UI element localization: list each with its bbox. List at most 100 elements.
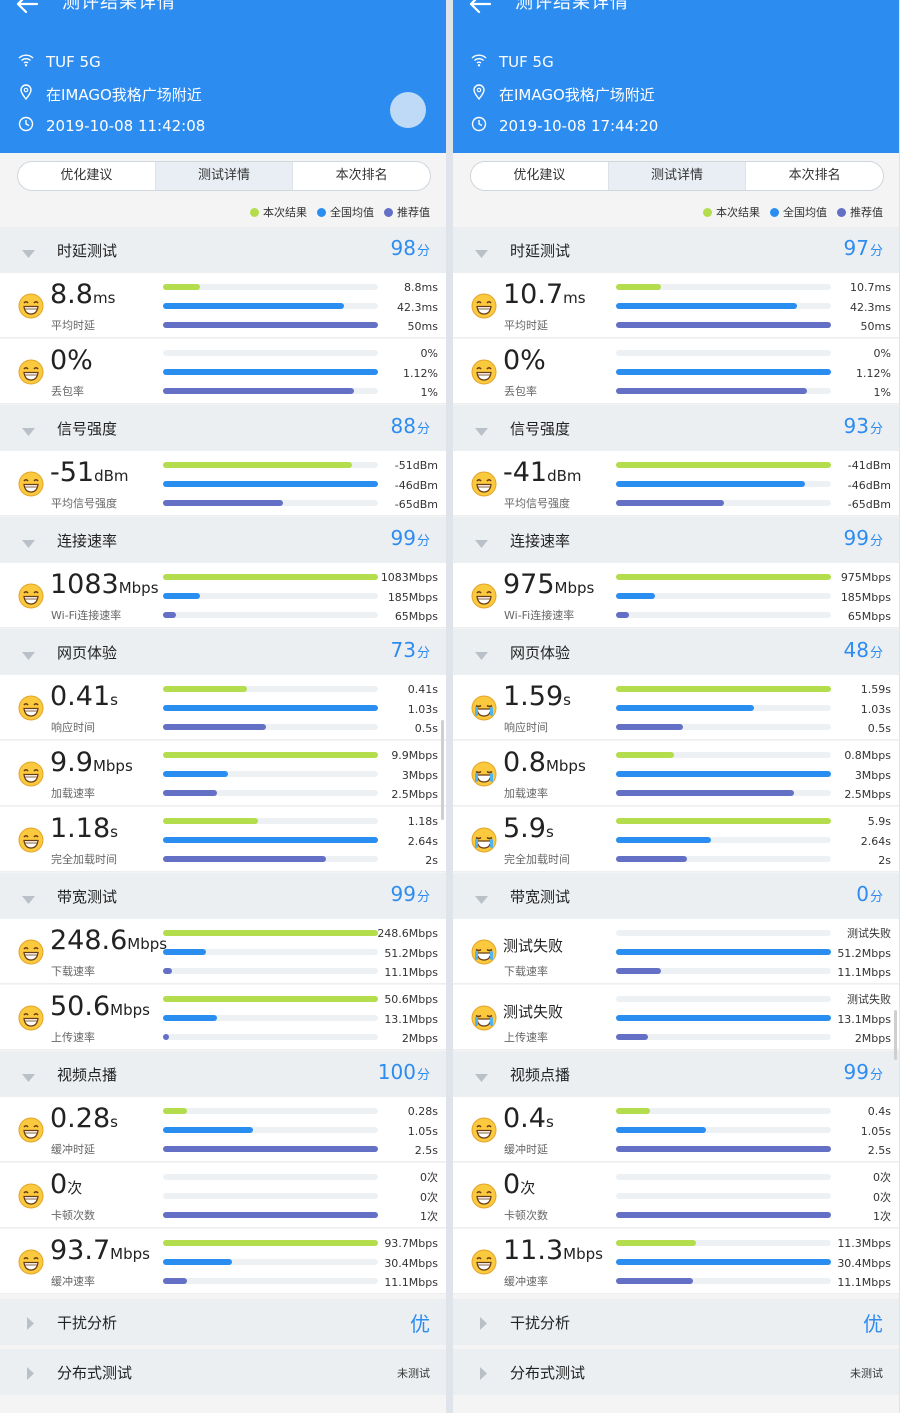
- score-value: 48: [843, 638, 869, 662]
- wifi-name-row: TUF 5G: [18, 50, 101, 74]
- bar-national: [163, 303, 344, 309]
- metric-values: 测试失败 13.1Mbps 2Mbps: [837, 990, 891, 1049]
- metric-values: 9.9Mbps 3Mbps 2.5Mbps: [391, 746, 438, 805]
- section-header[interactable]: 连接速率 99分: [0, 517, 446, 563]
- section-header[interactable]: 干扰分析 优: [0, 1299, 446, 1345]
- bar-current: [616, 1240, 696, 1246]
- chevron-down-icon: [475, 422, 488, 436]
- legend-current-label: 本次结果: [263, 206, 307, 219]
- bar-track: [616, 856, 831, 862]
- value-recommended: 0.5s: [867, 722, 891, 735]
- bar-track: [163, 1259, 378, 1265]
- metric-value: 0.41s: [50, 681, 118, 712]
- floating-assist-ball[interactable]: [390, 92, 426, 128]
- header: 测评结果详情 TUF 5G 在IMAGO我格广场附近 2019-10-08 17:44…: [453, 0, 899, 153]
- metric-label: 平均信号强度: [504, 497, 570, 510]
- metric-bars: [616, 1163, 831, 1227]
- tab-ranking[interactable]: 本次排名: [788, 168, 841, 183]
- legend-current-dot: [703, 207, 712, 217]
- section-header[interactable]: 网页体验 73分: [0, 629, 446, 675]
- legend-national-label: 全国均值: [783, 206, 827, 219]
- metric-label: 响应时间: [51, 721, 95, 734]
- bar-track: [163, 724, 378, 730]
- metric-values: -51dBm -46dBm -65dBm: [395, 456, 438, 515]
- bar-recommended: [163, 612, 176, 618]
- bar-recommended: [616, 612, 629, 618]
- section-header[interactable]: 网页体验 48分: [453, 629, 899, 675]
- legend-national: 全国均值: [770, 204, 827, 220]
- section-header[interactable]: 视频点播 100分: [0, 1051, 446, 1097]
- tab-ranking[interactable]: 本次排名: [335, 168, 388, 183]
- metric-label: 卡顿次数: [51, 1209, 95, 1222]
- section-header[interactable]: 信号强度 88分: [0, 405, 446, 451]
- score-value: 优: [863, 1312, 883, 1336]
- value-current: 0.41s: [407, 683, 438, 696]
- section-name: 连接速率: [510, 532, 571, 550]
- title-bar: 测评结果详情: [453, 0, 899, 26]
- score-unit: 分: [869, 422, 883, 437]
- metric-label: 缓冲时延: [51, 1143, 95, 1156]
- section-header[interactable]: 分布式测试 未测试: [453, 1349, 899, 1395]
- score-value: 优: [410, 1312, 430, 1336]
- tab-suggestions[interactable]: 优化建议: [471, 162, 609, 190]
- bar-recommended: [616, 1212, 831, 1218]
- section-score: 未测试: [850, 1365, 883, 1381]
- bar-current: [616, 284, 662, 290]
- bar-track: [616, 996, 831, 1002]
- section-header[interactable]: 信号强度 93分: [453, 405, 899, 451]
- metric-row: 5.9s 完全加载时间 5.9s 2.64s 2s: [453, 807, 899, 872]
- metric-value: 8.8ms: [50, 279, 115, 310]
- value-current: 0.4s: [867, 1105, 891, 1118]
- metric-label: 响应时间: [504, 721, 548, 734]
- value-national: 51.2Mbps: [837, 946, 891, 960]
- bar-current: [163, 284, 200, 290]
- value-recommended: 1次: [420, 1210, 438, 1223]
- value-national: 1.12%: [403, 366, 438, 380]
- wifi-icon: [471, 52, 499, 72]
- arrow-left-icon[interactable]: [467, 0, 493, 16]
- section-header[interactable]: 带宽测试 0分: [453, 873, 899, 919]
- value-national: 2.64s: [407, 834, 438, 848]
- section-header[interactable]: 时延测试 98分: [0, 227, 446, 273]
- section-header[interactable]: 视频点播 99分: [453, 1051, 899, 1097]
- value-national: -46dBm: [394, 478, 438, 492]
- legend-recommended: 推荐值: [837, 204, 883, 220]
- value-recommended: 1%: [873, 386, 891, 399]
- section-header[interactable]: 干扰分析 优: [453, 1299, 899, 1345]
- value-current: 11.3Mbps: [837, 1237, 891, 1250]
- section-header[interactable]: 时延测试 97分: [453, 227, 899, 273]
- metric-unit: Mbps: [127, 935, 168, 953]
- tab-suggestions[interactable]: 优化建议: [18, 162, 156, 190]
- bar-track: [163, 1034, 378, 1040]
- section-header[interactable]: 分布式测试 未测试: [0, 1349, 446, 1395]
- section-header[interactable]: 带宽测试 99分: [0, 873, 446, 919]
- tab-details[interactable]: 测试详情: [608, 162, 747, 190]
- emoji-face-icon: [471, 695, 497, 721]
- value-national: 0次: [420, 1190, 438, 1204]
- value-recommended: 65Mbps: [394, 610, 438, 623]
- scroll-indicator[interactable]: [894, 1010, 897, 1060]
- value-recommended: 2.5Mbps: [844, 788, 891, 801]
- metric-number: 0%: [50, 345, 93, 376]
- bar-current: [163, 1240, 378, 1246]
- scroll-indicator[interactable]: [441, 720, 444, 820]
- metric-row: 50.6Mbps 上传速率 50.6Mbps 13.1Mbps 2Mbps: [0, 985, 446, 1050]
- metric-unit: s: [545, 823, 554, 841]
- arrow-left-icon[interactable]: [14, 0, 40, 16]
- metric-values: 0.28s 1.05s 2.5s: [408, 1102, 438, 1161]
- bar-track: [616, 1174, 831, 1180]
- metric-number: 0: [50, 1169, 68, 1200]
- metric-label: 平均时延: [51, 319, 95, 332]
- value-national: 1.03s: [407, 702, 438, 716]
- section-header[interactable]: 连接速率 99分: [453, 517, 899, 563]
- bar-track: [616, 1108, 831, 1114]
- metric-values: 0次 0次 1次: [420, 1168, 438, 1227]
- bar-current: [163, 996, 378, 1002]
- metric-unit: Mbps: [554, 579, 595, 597]
- metric-bars: [163, 1163, 378, 1227]
- tab-details[interactable]: 测试详情: [155, 162, 294, 190]
- chevron-down-icon: [22, 422, 35, 436]
- bar-national: [616, 1259, 831, 1265]
- metric-number: 9.9: [50, 747, 93, 778]
- section-name: 干扰分析: [57, 1314, 118, 1332]
